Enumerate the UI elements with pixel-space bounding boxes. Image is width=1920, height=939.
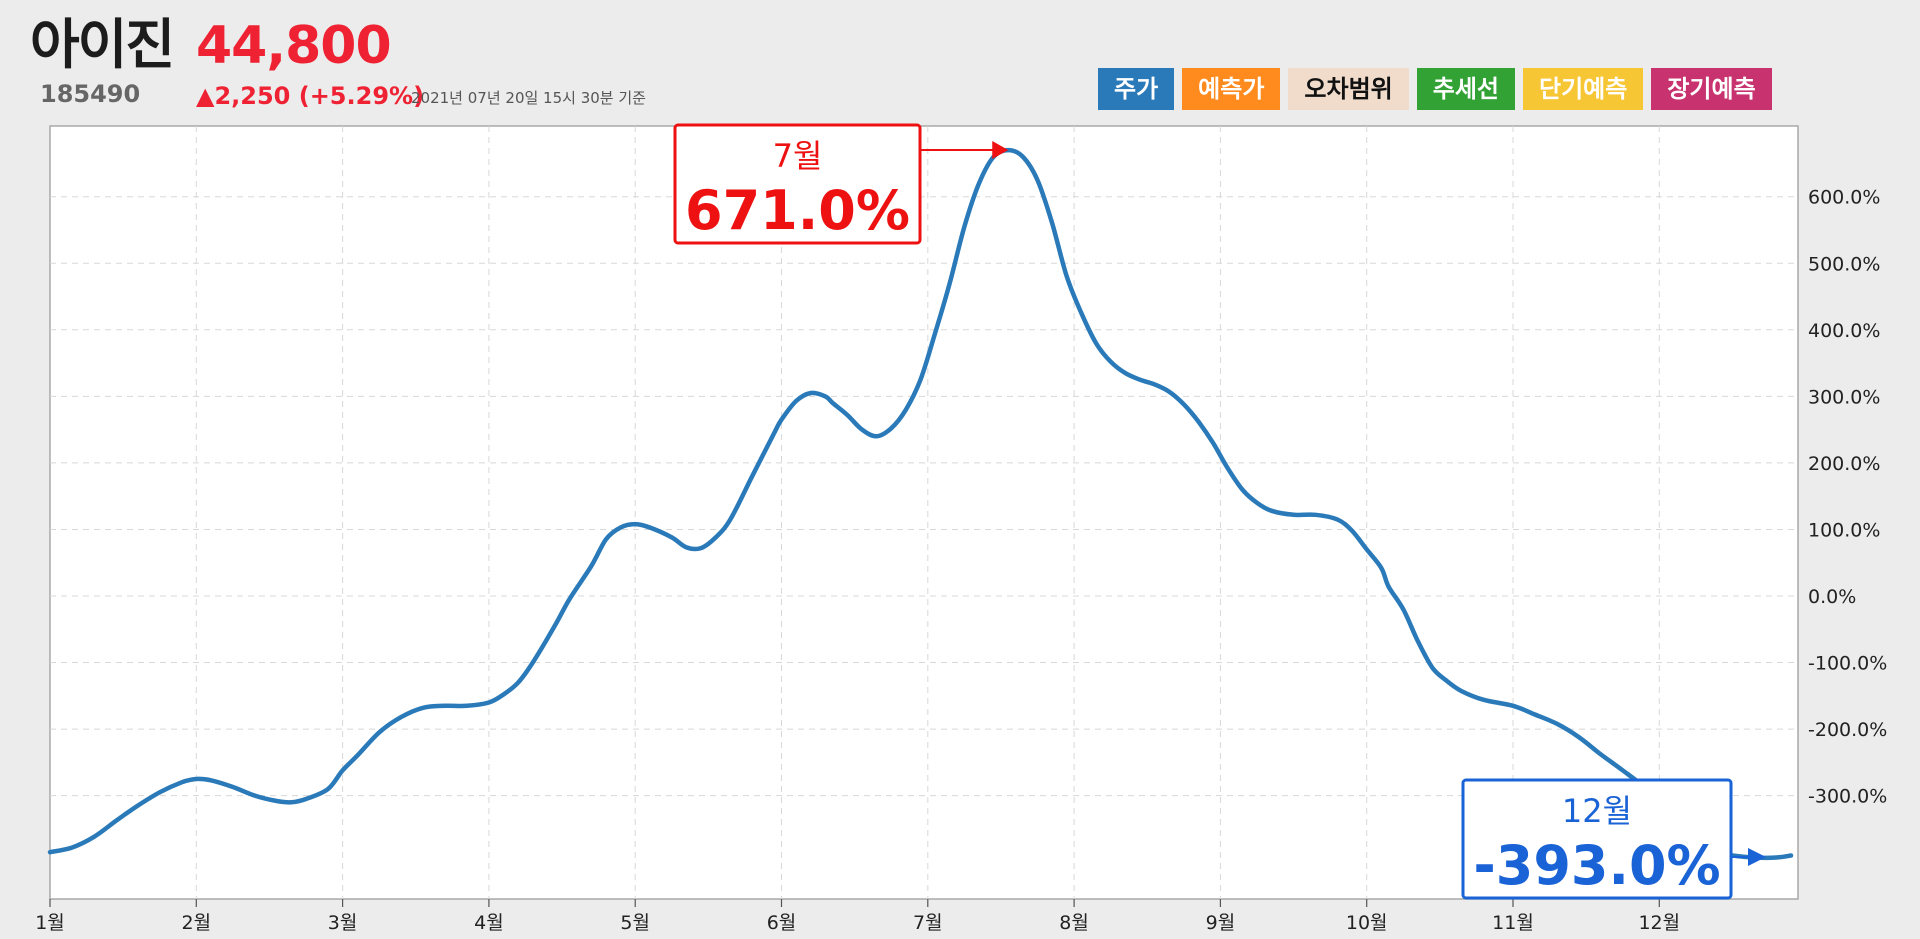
stock-name: 아이진 — [30, 13, 175, 76]
legend-long-term-button[interactable]: 장기예측 — [1651, 68, 1772, 110]
end-callout-box — [1461, 778, 1733, 900]
y-tick-label: -300.0% — [1808, 786, 1887, 808]
y-tick-label: 100.0% — [1808, 519, 1880, 541]
legend-trendline-button[interactable]: 추세선 — [1416, 68, 1515, 110]
end-pointer-arrow — [1748, 848, 1766, 866]
stock-price: 44,800 — [196, 16, 392, 76]
x-tick-label: 1월 — [35, 912, 65, 934]
y-tick-label: 300.0% — [1808, 386, 1880, 408]
legend-error-range-button[interactable]: 오차범위 — [1288, 68, 1409, 110]
peak-pointer-arrow — [992, 141, 1009, 159]
x-tick-label: 11월 — [1492, 912, 1534, 934]
legend: 주가 예측가 오차범위 추세선 단기예측 장기예측 — [1090, 68, 1772, 110]
legend-stock-price-button[interactable]: 주가 — [1098, 68, 1175, 110]
x-tick-label: 2월 — [182, 912, 212, 934]
price-change: ▲2,250 (+5.29%) — [196, 82, 425, 110]
timestamp: 2021년 07년 20일 15시 30분 기준 — [411, 89, 646, 107]
y-tick-label: 500.0% — [1808, 253, 1880, 275]
peak-value-label: 671.0% — [685, 179, 910, 242]
x-tick-label: 9월 — [1206, 912, 1236, 934]
stock-code: 185490 — [40, 80, 141, 108]
y-tick-label: 600.0% — [1808, 187, 1880, 209]
peak-callout-box — [673, 123, 922, 245]
y-tick-label: -200.0% — [1808, 719, 1887, 741]
x-tick-label: 5월 — [620, 912, 650, 934]
x-tick-label: 4월 — [474, 912, 504, 934]
y-tick-label: -100.0% — [1808, 653, 1887, 675]
price-line — [47, 147, 1794, 861]
legend-short-term-button[interactable]: 단기예측 — [1523, 68, 1644, 110]
y-tick-label: 400.0% — [1808, 320, 1880, 342]
y-tick-label: 200.0% — [1808, 453, 1880, 475]
x-tick-label: 6월 — [767, 912, 797, 934]
x-tick-label: 12월 — [1638, 912, 1680, 934]
y-tick-label: 0.0% — [1808, 586, 1856, 608]
x-tick-label: 8월 — [1059, 912, 1089, 934]
legend-forecast-price-button[interactable]: 예측가 — [1182, 68, 1281, 110]
peak-month-label: 7월 — [773, 137, 823, 175]
x-tick-label: 7월 — [913, 912, 943, 934]
end-month-label: 12월 — [1562, 792, 1632, 830]
end-value-label: -393.0% — [1473, 834, 1720, 897]
x-tick-label: 3월 — [328, 912, 358, 934]
x-tick-label: 10월 — [1346, 912, 1388, 934]
